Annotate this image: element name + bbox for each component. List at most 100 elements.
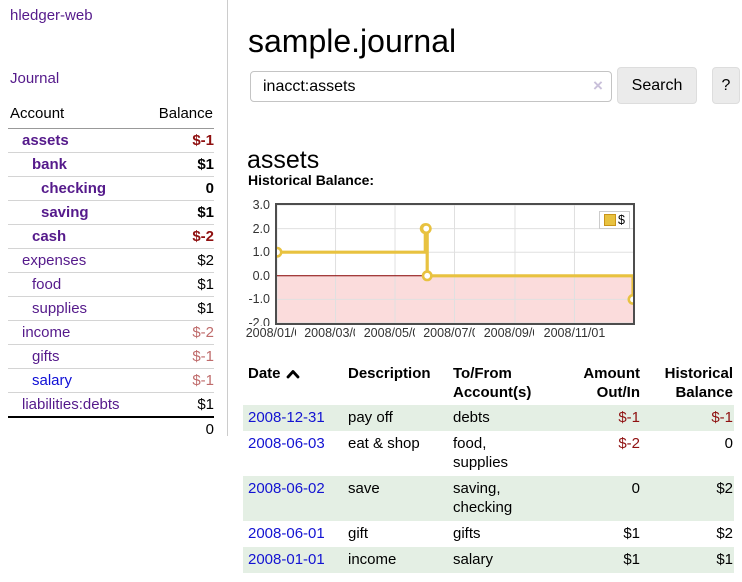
help-button[interactable]: ? — [712, 67, 740, 104]
register-header-accounts: To/From Account(s) — [453, 365, 532, 401]
transaction-balance: $2 — [716, 480, 733, 497]
search-button[interactable]: Search — [617, 67, 697, 104]
transaction-date-link[interactable]: 2008-01-01 — [248, 551, 325, 568]
account-link[interactable]: expenses — [22, 252, 87, 269]
account-row: checking 0 — [8, 176, 214, 201]
y-tick-label: 1.0 — [252, 245, 270, 260]
transaction-amount: $1 — [623, 551, 640, 568]
y-tick-label: -1.0 — [248, 292, 270, 307]
account-row: cash $-2 — [8, 224, 214, 249]
register-row: 2008-06-02 save saving, checking 0 $2 — [243, 476, 734, 521]
transaction-date-link[interactable]: 2008-06-01 — [248, 525, 325, 542]
account-link[interactable]: income — [22, 324, 71, 341]
search-input[interactable] — [250, 71, 612, 102]
data-point-marker — [421, 270, 433, 282]
account-row: assets $-1 — [8, 128, 214, 153]
account-row: food $1 — [8, 272, 214, 297]
transaction-accounts: salary — [453, 551, 494, 568]
y-tick-label: 0.0 — [252, 268, 270, 283]
account-link[interactable]: checking — [41, 180, 107, 197]
page-title: sample.journal — [248, 23, 457, 60]
account-balance: $-1 — [192, 372, 214, 389]
register-row: 2008-06-01 gift gifts $1 $2 — [243, 521, 734, 547]
account-row: supplies $1 — [8, 296, 214, 321]
register-header-balance: Historical Balance — [664, 365, 733, 401]
transaction-accounts: saving, checking — [453, 480, 513, 516]
account-row: gifts $-1 — [8, 344, 214, 369]
register-header-date[interactable]: Date — [243, 361, 343, 405]
transaction-date-link[interactable]: 2008-06-03 — [248, 435, 325, 452]
transaction-balance: 0 — [724, 435, 733, 452]
account-balance: $2 — [197, 252, 214, 269]
chart-canvas — [277, 205, 633, 323]
account-link[interactable]: salary — [32, 372, 73, 389]
accounts-total: 0 — [144, 416, 214, 442]
transaction-amount: $-2 — [618, 435, 640, 452]
account-row: liabilities:debts $1 — [8, 393, 214, 418]
legend-swatch-icon — [604, 214, 617, 226]
transaction-accounts: food, supplies — [453, 435, 509, 471]
account-row: income $-2 — [8, 320, 214, 345]
x-tick-label: 2008/07/01 — [414, 326, 495, 341]
transaction-amount: $1 — [623, 525, 640, 542]
account-balance: $1 — [197, 204, 214, 221]
transaction-date-link[interactable]: 2008-06-02 — [248, 480, 325, 497]
transaction-description: eat & shop — [348, 435, 420, 452]
chart-section-label: Historical Balance: — [248, 172, 375, 188]
clear-search-icon[interactable]: × — [593, 76, 603, 95]
balance-chart[interactable]: $ — [275, 203, 635, 325]
account-balance: $1 — [197, 396, 214, 413]
account-link[interactable]: assets — [22, 132, 69, 149]
app-brand-link[interactable]: hledger-web — [10, 7, 93, 24]
sort-ascending-icon — [286, 370, 299, 379]
account-balance: $-2 — [192, 228, 214, 245]
chart-legend: $ — [599, 211, 630, 229]
account-link[interactable]: liabilities:debts — [22, 396, 120, 413]
data-point-marker — [420, 223, 432, 235]
account-link[interactable]: food — [32, 276, 62, 293]
transaction-description: pay off — [348, 409, 393, 426]
legend-label: $ — [618, 213, 625, 227]
register-header-amount: Amount Out/In — [583, 365, 640, 401]
account-balance: $1 — [197, 300, 214, 317]
transaction-amount: 0 — [631, 480, 640, 497]
register-header-description: Description — [348, 365, 431, 382]
y-tick-label: 2.0 — [252, 221, 270, 236]
account-balance: $-2 — [192, 324, 214, 341]
transaction-description: income — [348, 551, 397, 568]
account-row: expenses $2 — [8, 248, 214, 273]
transaction-description: gift — [348, 525, 369, 542]
account-link[interactable]: bank — [32, 156, 68, 173]
account-balance: $-1 — [192, 348, 214, 365]
y-tick-label: 3.0 — [252, 198, 270, 212]
transaction-balance: $-1 — [711, 409, 733, 426]
accounts-table: Account Balance assets $-1 bank $1 — [8, 102, 214, 442]
account-row: salary $-1 — [8, 368, 214, 393]
account-link[interactable]: supplies — [32, 300, 88, 317]
accounts-column-header: Account — [8, 102, 145, 129]
transaction-description: save — [348, 480, 380, 497]
register-row: 2008-06-03 eat & shop food, supplies $-2… — [243, 431, 734, 476]
account-balance: 0 — [205, 180, 214, 197]
account-balance: $-1 — [192, 132, 214, 149]
account-balance: $1 — [197, 276, 214, 293]
transaction-balance: $1 — [716, 551, 733, 568]
accounts-total-spacer — [8, 416, 145, 442]
account-link[interactable]: saving — [41, 204, 89, 221]
transaction-date-link[interactable]: 2008-12-31 — [248, 409, 325, 426]
register-table: Date Description To/From Account(s) Amou… — [243, 361, 734, 573]
balance-column-header: Balance — [144, 102, 214, 129]
data-point-marker — [277, 246, 283, 258]
sidebar: hledger-web Journal Account Balance asse… — [0, 0, 228, 442]
sidebar-item-journal[interactable]: Journal — [10, 70, 60, 87]
account-link[interactable]: cash — [32, 228, 67, 245]
account-link[interactable]: gifts — [32, 348, 60, 365]
account-row: bank $1 — [8, 152, 214, 177]
register-row: 2008-01-01 income salary $1 $1 — [243, 547, 734, 573]
transaction-accounts: gifts — [453, 525, 481, 542]
transaction-amount: $-1 — [618, 409, 640, 426]
data-point-marker — [627, 293, 633, 305]
account-heading: assets — [247, 145, 320, 174]
transaction-accounts: debts — [453, 409, 490, 426]
